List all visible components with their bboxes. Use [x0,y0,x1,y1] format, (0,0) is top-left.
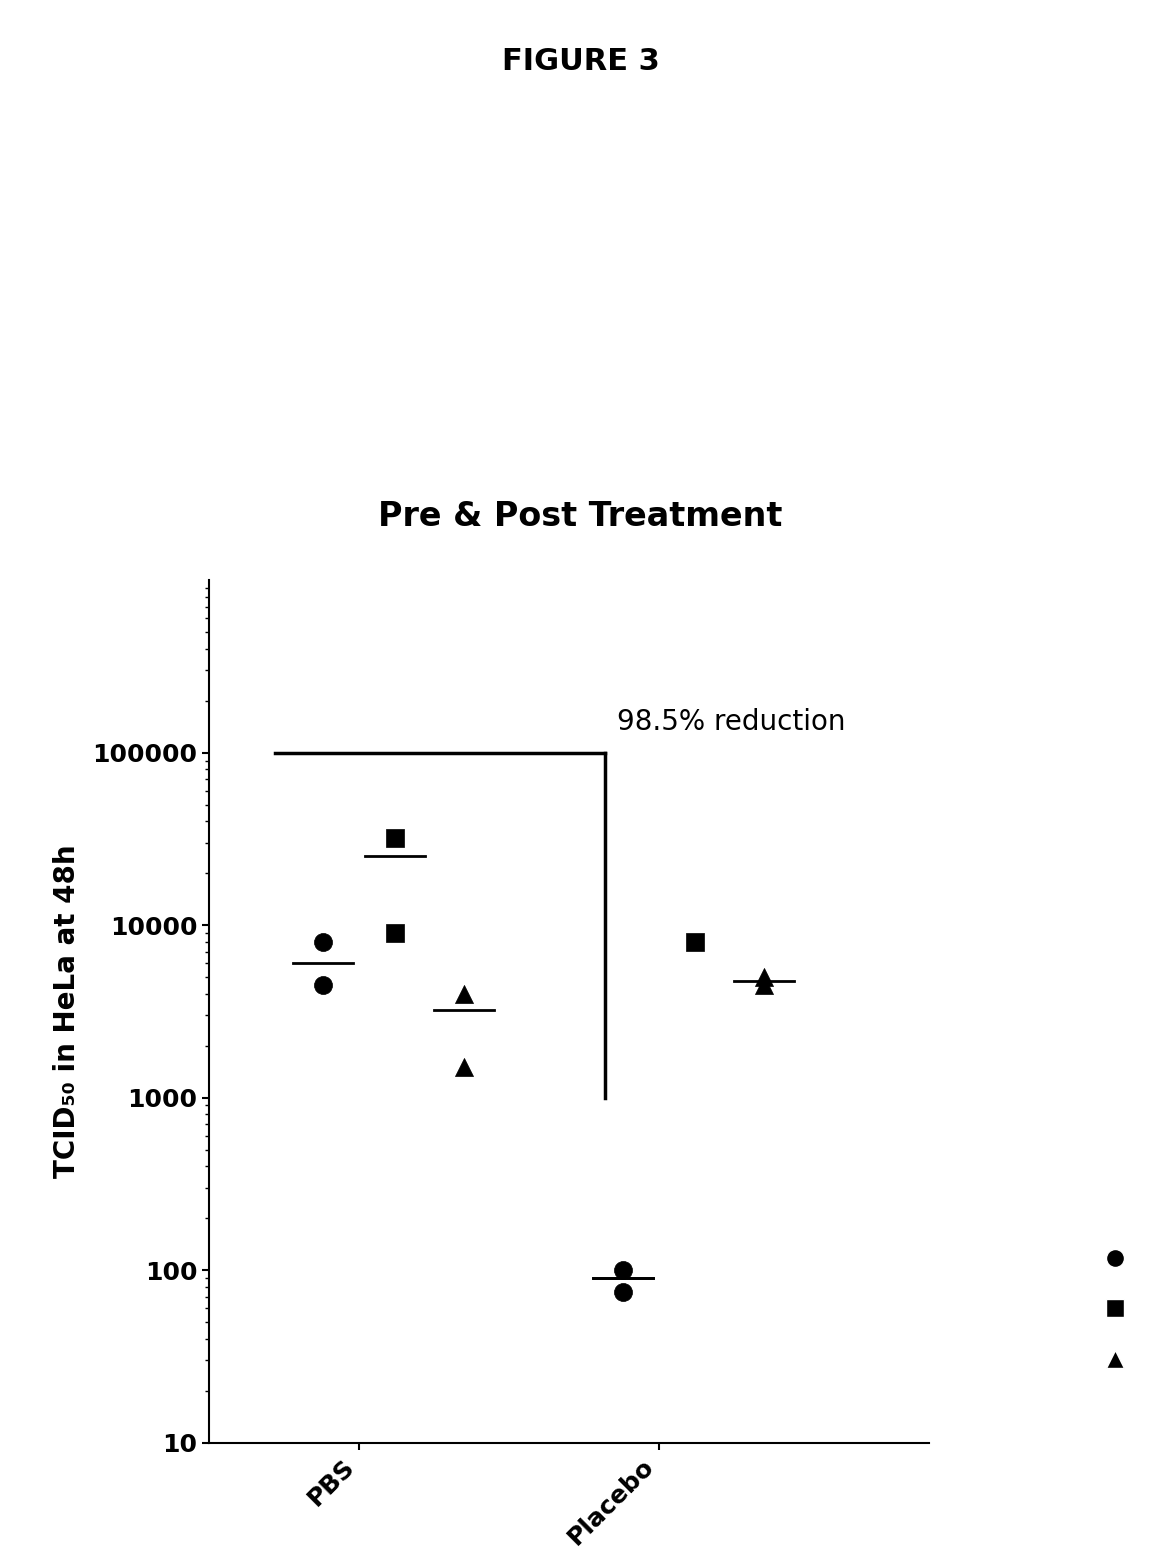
Point [385,825,404,850]
Point [614,1258,633,1283]
Point [313,972,332,997]
Point [385,920,404,946]
Point [455,1055,474,1080]
Text: 98.5% reduction: 98.5% reduction [616,709,845,737]
Point [755,964,773,989]
Point [685,930,704,955]
Text: FIGURE 3: FIGURE 3 [502,47,659,75]
Point [313,930,332,955]
Y-axis label: TCID₅₀ in HeLa at 48h: TCID₅₀ in HeLa at 48h [53,845,81,1178]
Text: Pre & Post Treatment: Pre & Post Treatment [378,500,783,533]
Point [755,972,773,997]
Point [455,982,474,1007]
Point [614,1279,633,1305]
Legend: 1/2, 1/5, 1/10: 1/2, 1/5, 1/10 [1076,1236,1161,1386]
